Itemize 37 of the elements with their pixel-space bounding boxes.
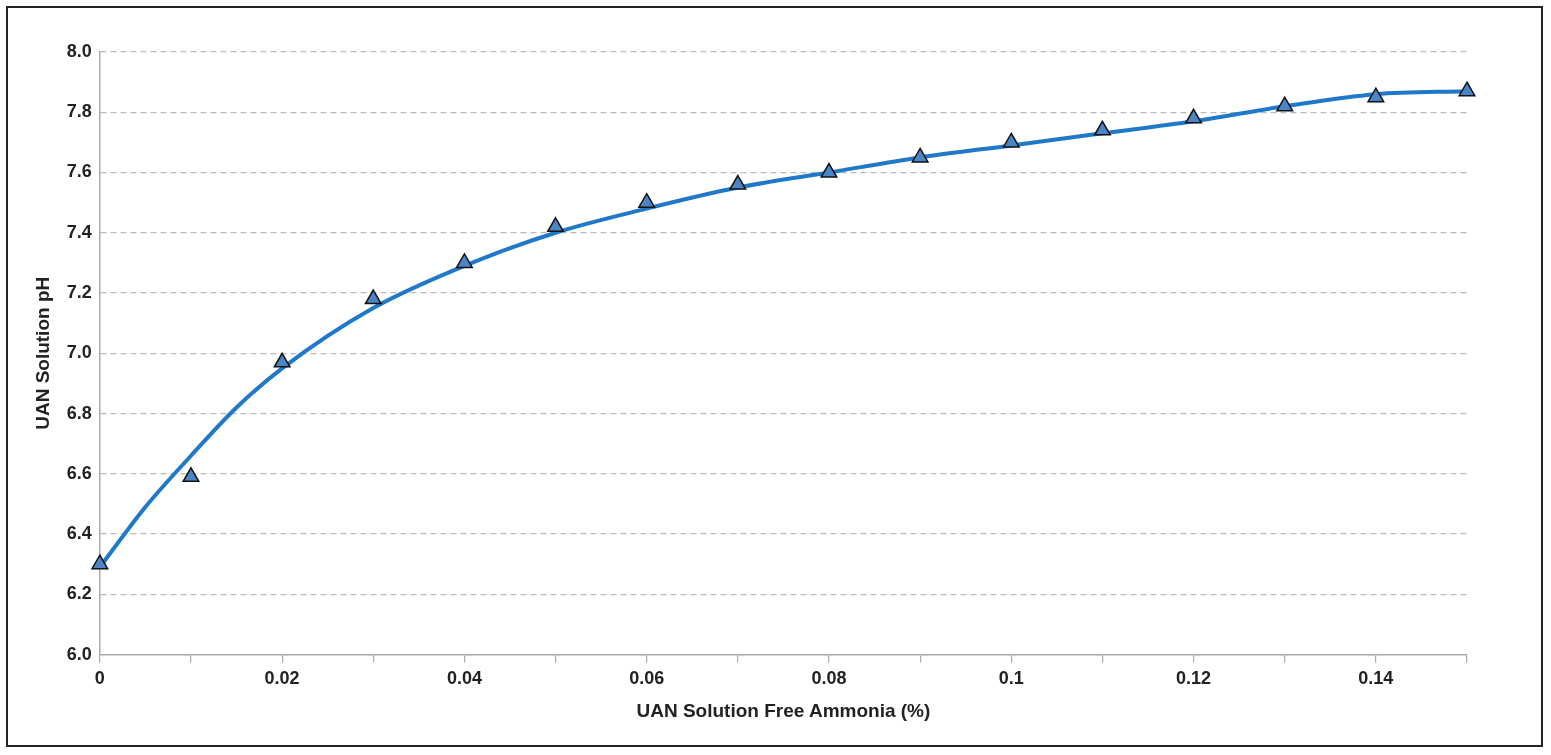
- point: [911, 147, 929, 163]
- point: [547, 217, 565, 232]
- y-tick-label: 7.6: [66, 161, 92, 182]
- point: [182, 467, 200, 483]
- x-tick-label: 0.08: [811, 668, 847, 689]
- point: [820, 162, 838, 178]
- point: [1002, 132, 1020, 148]
- y-axis-title: UAN Solution pH: [31, 276, 53, 430]
- point: [273, 352, 291, 368]
- x-tick-label: 0.06: [629, 668, 665, 689]
- y-tick-label: 7.2: [66, 282, 92, 303]
- y-tick-label: 6.0: [66, 643, 92, 664]
- point: [638, 192, 656, 208]
- x-tick-label: 0.02: [264, 668, 300, 689]
- point: [1093, 120, 1111, 136]
- y-tick-label: 6.8: [66, 402, 92, 423]
- point: [1458, 81, 1476, 97]
- y-tick-label: 6.6: [66, 462, 92, 483]
- y-tick-label: 7.8: [66, 101, 92, 122]
- y-tick-label: 6.4: [66, 523, 92, 544]
- point: [364, 289, 382, 305]
- point: [91, 554, 109, 570]
- x-tick-label: 0.14: [1358, 668, 1394, 689]
- point: [1185, 108, 1203, 124]
- y-tick-label: 7.4: [66, 221, 92, 242]
- x-tick-label: 0: [94, 668, 105, 689]
- point: [1367, 87, 1385, 103]
- x-axis-title: UAN Solution Free Ammonia (%): [636, 699, 931, 721]
- x-tick-label: 0.04: [446, 668, 482, 689]
- y-tick-label: 8.0: [66, 40, 92, 61]
- x-tick-label: 0.1: [998, 668, 1024, 689]
- point: [455, 253, 473, 269]
- point: [729, 174, 747, 190]
- x-tick-label: 0.12: [1176, 668, 1212, 689]
- y-tick-label: 6.2: [66, 583, 92, 604]
- point: [1276, 96, 1294, 112]
- y-tick-label: 7.0: [66, 342, 92, 363]
